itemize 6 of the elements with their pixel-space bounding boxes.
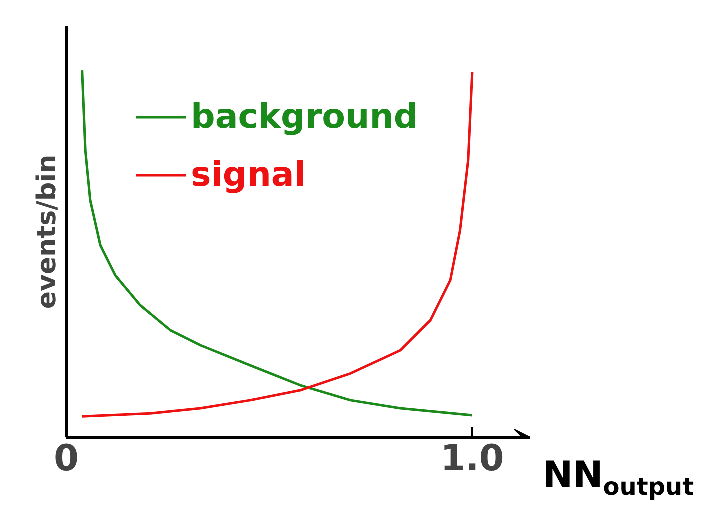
x-tick-label: 1.0 — [440, 438, 504, 480]
legend-label: signal — [191, 155, 306, 195]
x-tick-label: 0 — [54, 438, 80, 480]
legend-label: background — [191, 97, 418, 137]
y-axis-title: events/bin — [32, 154, 62, 310]
x-axis-title: NN$_{output}$ — [543, 455, 694, 501]
